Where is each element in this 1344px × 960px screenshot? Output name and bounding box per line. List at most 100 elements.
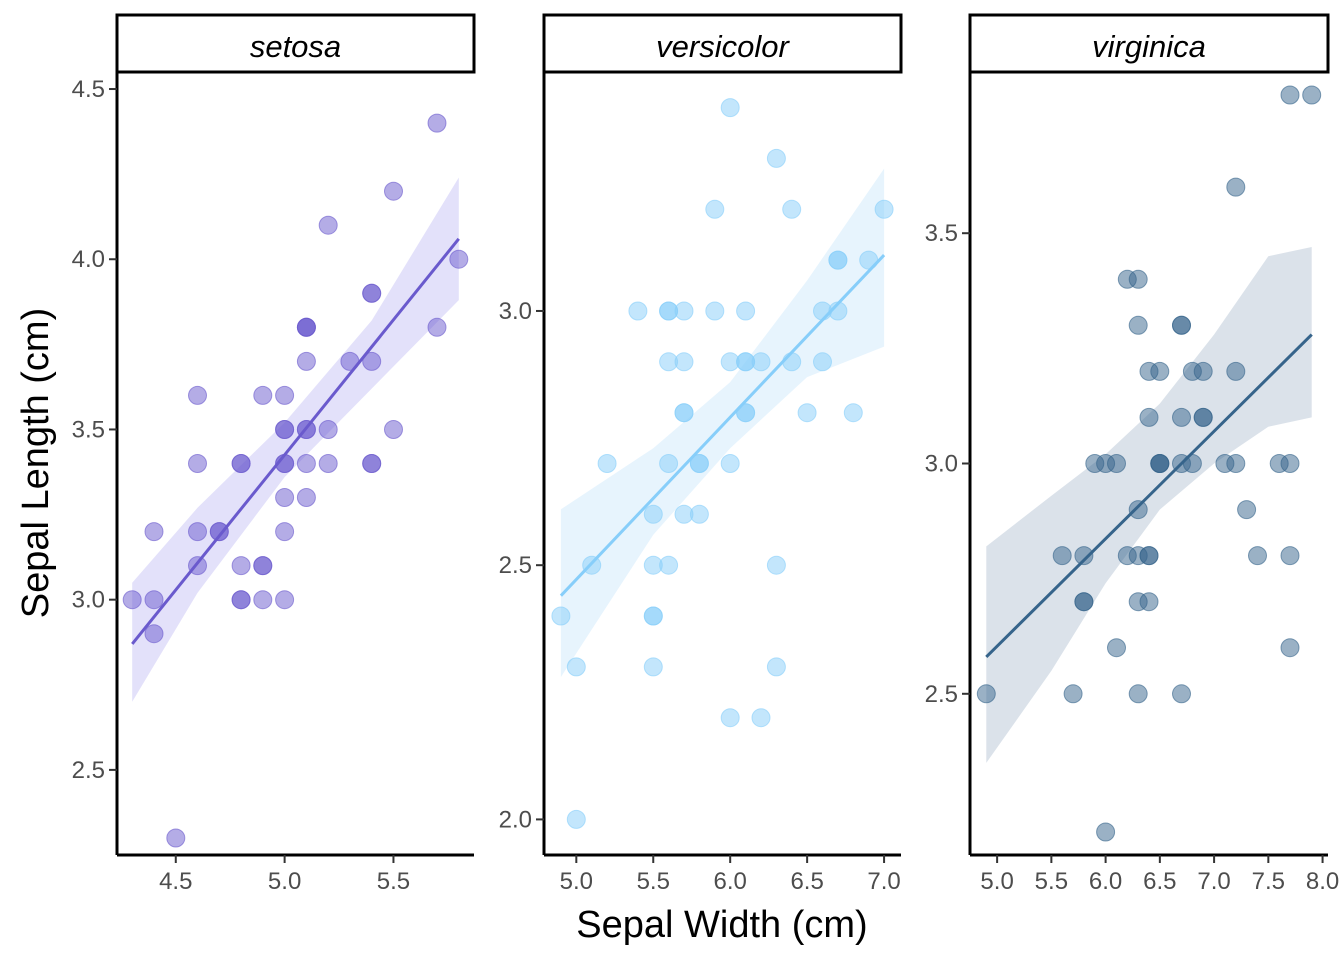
data-point [659, 454, 679, 473]
y-tick-label: 2.5 [499, 552, 532, 579]
data-point [797, 403, 817, 423]
data-point [976, 684, 996, 704]
data-point [1280, 85, 1300, 105]
data-point [144, 590, 164, 610]
data-point [1063, 684, 1083, 704]
data-point [384, 181, 403, 201]
data-point [674, 352, 694, 372]
y-tick-label: 3.0 [72, 587, 105, 614]
data-point [1280, 546, 1300, 566]
x-tick-label: 6.0 [1089, 868, 1122, 895]
data-point [188, 522, 207, 542]
regression-line [559, 254, 886, 597]
data-point [231, 590, 251, 610]
data-point [828, 250, 848, 270]
data-point [275, 420, 295, 439]
data-point [766, 657, 786, 677]
data-point [122, 590, 142, 610]
data-point [296, 488, 316, 507]
data-point [766, 555, 786, 575]
data-point [296, 317, 316, 337]
data-point [1193, 407, 1213, 427]
data-point [1150, 454, 1170, 473]
facet-strip-label: setosa [250, 29, 341, 64]
data-point [643, 504, 663, 524]
x-tick-label: 5.5 [1035, 868, 1068, 895]
data-point [643, 657, 663, 677]
data-point [813, 352, 832, 372]
data-point [689, 504, 709, 524]
data-point [782, 352, 802, 372]
data-point [1128, 315, 1148, 335]
data-point [275, 522, 295, 542]
confidence-band [560, 168, 885, 677]
data-point [1139, 546, 1159, 566]
data-point [1096, 822, 1116, 842]
y-tick-label: 3.0 [925, 451, 958, 478]
data-point [1074, 592, 1094, 612]
data-point [318, 420, 338, 439]
y-tick-label: 2.5 [925, 681, 958, 708]
x-tick-label: 5.0 [268, 868, 301, 895]
data-point [1248, 546, 1267, 566]
x-tick-label: 4.5 [159, 868, 192, 895]
data-point [449, 249, 469, 269]
data-point [1280, 638, 1300, 658]
data-point [874, 199, 894, 219]
data-point [1302, 85, 1322, 105]
confidence-band [986, 247, 1312, 763]
x-tick-label: 6.5 [790, 868, 823, 895]
facet-panel-versicolor: versicolor 5.0 5.5 6.0 6.5 7.0 2.0 2.5 3.0 [499, 13, 903, 895]
data-point [1226, 454, 1246, 473]
data-point [231, 556, 251, 576]
data-point [766, 148, 786, 168]
y-tick-label: 3.5 [925, 220, 958, 247]
data-point [705, 301, 725, 321]
data-point [566, 809, 586, 829]
data-point [296, 454, 316, 473]
data-point [674, 403, 694, 423]
data-point [736, 301, 756, 321]
data-point [144, 624, 164, 644]
data-point [1226, 361, 1246, 381]
x-tick-label: 7.0 [1197, 868, 1230, 895]
data-point [843, 403, 863, 423]
data-point [188, 385, 207, 405]
x-tick-label: 6.0 [714, 868, 747, 895]
data-point [1237, 500, 1257, 520]
data-point [720, 708, 740, 728]
data-point [1128, 684, 1148, 704]
data-point [427, 113, 447, 133]
data-point [1172, 407, 1191, 427]
data-point [720, 454, 740, 473]
data-point [1172, 684, 1191, 704]
data-point [1139, 407, 1159, 427]
data-point [275, 590, 295, 610]
data-point [643, 606, 663, 626]
data-point [209, 522, 229, 542]
data-point [597, 454, 617, 473]
data-point [362, 454, 382, 473]
data-point [427, 317, 447, 337]
data-point [1280, 454, 1300, 473]
facet-panel-virginica: virginica 5.0 5.5 6.0 6.5 7.0 7.5 8.0 2.5 3.0 3.5 [925, 13, 1339, 895]
data-point [628, 301, 648, 321]
x-tick-label: 5.0 [980, 868, 1013, 895]
data-point [1107, 638, 1126, 658]
data-point [674, 301, 694, 321]
x-tick-label: 5.0 [560, 868, 593, 895]
x-tick-label: 7.0 [867, 868, 900, 895]
data-point [659, 555, 679, 575]
y-tick-label: 2.5 [72, 757, 105, 784]
data-point [689, 454, 709, 473]
data-point [1128, 500, 1148, 520]
x-tick-label: 7.5 [1252, 868, 1285, 895]
data-point [705, 199, 725, 219]
facet-strip-virginica [968, 13, 1330, 74]
data-point [551, 606, 571, 626]
data-point [296, 351, 316, 371]
data-point [362, 351, 382, 371]
x-tick-label: 5.5 [377, 868, 410, 895]
data-point [275, 385, 295, 405]
